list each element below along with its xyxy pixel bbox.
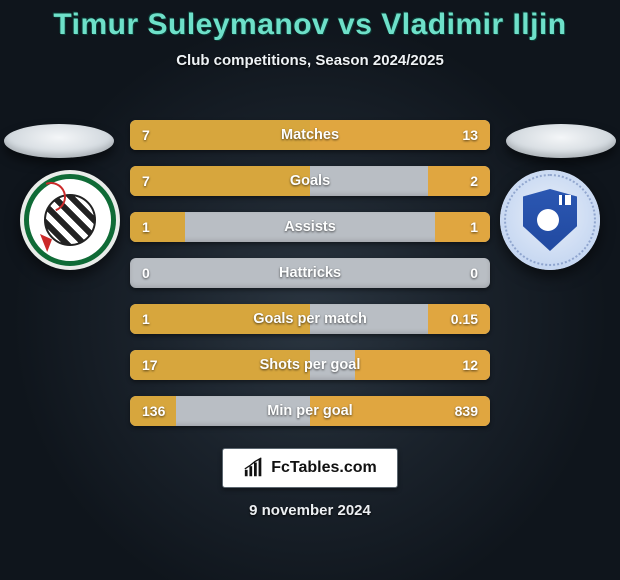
lokomotiv-icon xyxy=(24,174,116,266)
stat-row: 00Hattricks xyxy=(130,258,490,288)
logo-text: FcTables.com xyxy=(271,459,377,477)
fakel-icon xyxy=(500,170,600,270)
stat-row: 713Matches xyxy=(130,120,490,150)
page-title: Timur Suleymanov vs Vladimir Iljin xyxy=(0,0,620,42)
metric-label: Goals xyxy=(130,173,490,189)
metric-label: Matches xyxy=(130,127,490,143)
stat-row: 10.15Goals per match xyxy=(130,304,490,334)
stat-row: 11Assists xyxy=(130,212,490,242)
stat-row: 1712Shots per goal xyxy=(130,350,490,380)
metric-label: Shots per goal xyxy=(130,357,490,373)
fctables-logo: FcTables.com xyxy=(222,448,398,488)
stat-row: 136839Min per goal xyxy=(130,396,490,426)
comparison-stage: 713Matches 72Goals 11Assists 00Hattricks 10.… xyxy=(0,110,620,440)
snapshot-date: 9 november 2024 xyxy=(0,502,620,519)
stat-row: 72Goals xyxy=(130,166,490,196)
metric-label: Min per goal xyxy=(130,403,490,419)
stats-bars: 713Matches 72Goals 11Assists 00Hattricks 10.… xyxy=(130,120,490,442)
chart-icon xyxy=(243,457,265,479)
right-club-badge xyxy=(500,170,600,270)
metric-label: Hattricks xyxy=(130,265,490,281)
metric-label: Assists xyxy=(130,219,490,235)
left-platform xyxy=(4,124,114,158)
subtitle: Club competitions, Season 2024/2025 xyxy=(0,52,620,69)
right-platform xyxy=(506,124,616,158)
left-club-badge xyxy=(20,170,120,270)
metric-label: Goals per match xyxy=(130,311,490,327)
footer: FcTables.com 9 november 2024 xyxy=(0,448,620,519)
